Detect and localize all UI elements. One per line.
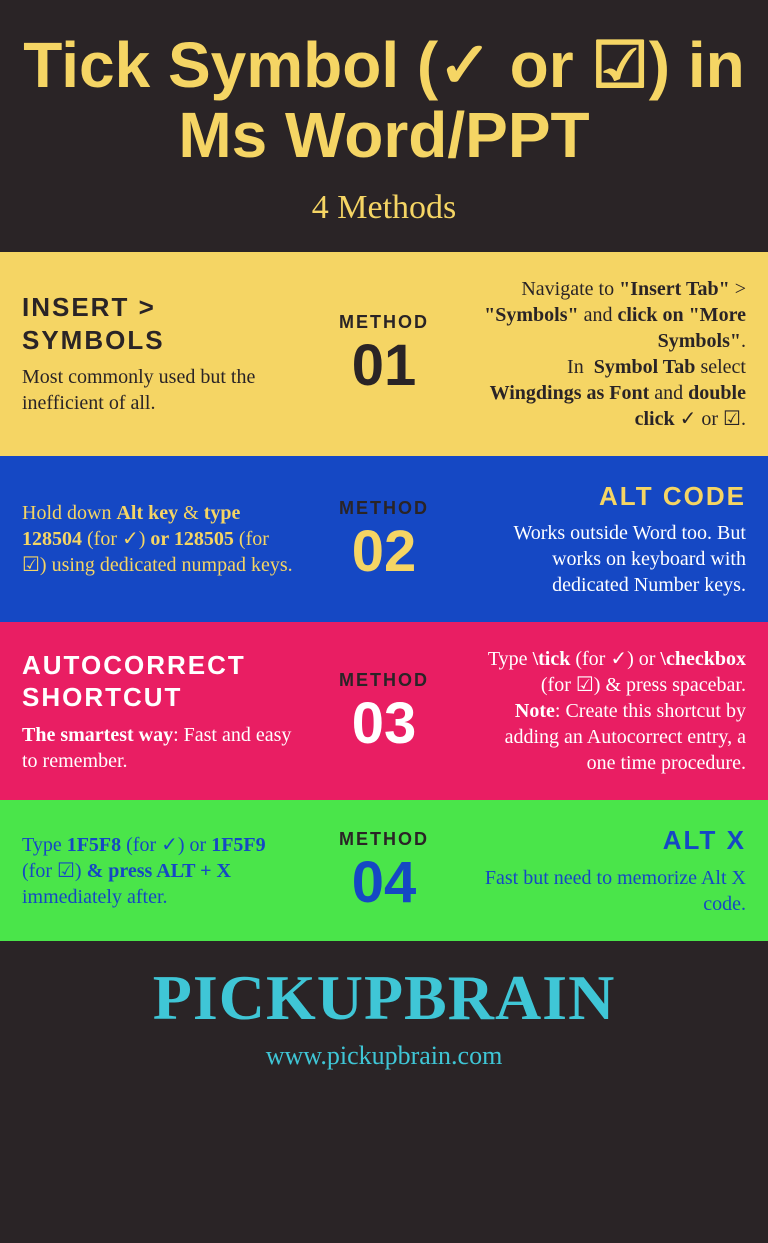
footer: PICKUPBRAIN www.pickupbrain.com	[0, 941, 768, 1106]
method-2-left-text: Hold down Alt key & type 128504 (for ✓) …	[22, 500, 297, 578]
method-4-left-text: Type 1F5F8 (for ✓) or 1F5F9 (for ☑) & pr…	[22, 832, 297, 910]
brand-url: www.pickupbrain.com	[10, 1041, 758, 1071]
method-2-number: 02	[297, 523, 471, 581]
method-1-number: 01	[297, 337, 471, 395]
method-1: INSERT > SYMBOLS Most commonly used but …	[0, 252, 768, 456]
method-4-right-text: Fast but need to memorize Alt X code.	[471, 865, 746, 917]
method-4-number: 04	[297, 854, 471, 912]
method-4-label: METHOD	[297, 829, 471, 850]
method-1-heading: INSERT > SYMBOLS	[22, 291, 297, 356]
method-2-heading: ALT CODE	[471, 480, 746, 513]
method-1-left-text: Most commonly used but the inefficient o…	[22, 364, 297, 416]
method-2: Hold down Alt key & type 128504 (for ✓) …	[0, 456, 768, 623]
method-3-label: METHOD	[297, 670, 471, 691]
method-4-heading: ALT X	[471, 824, 746, 857]
brand-name: PICKUPBRAIN	[10, 961, 758, 1035]
method-1-label: METHOD	[297, 312, 471, 333]
method-2-right-text: Works outside Word too. But works on key…	[471, 520, 746, 598]
method-3-left-text: The smartest way: Fast and easy to remem…	[22, 722, 297, 774]
method-3: AUTOCORRECT SHORTCUT The smartest way: F…	[0, 622, 768, 800]
method-3-right-text: Type \tick (for ✓) or \checkbox (for ☑) …	[471, 646, 746, 776]
method-1-right-text: Navigate to "Insert Tab" > "Symbols" and…	[471, 276, 746, 432]
method-3-heading: AUTOCORRECT SHORTCUT	[22, 649, 297, 714]
method-3-number: 03	[297, 695, 471, 753]
method-2-label: METHOD	[297, 498, 471, 519]
method-4: Type 1F5F8 (for ✓) or 1F5F9 (for ☑) & pr…	[0, 800, 768, 941]
page-subtitle: 4 Methods	[20, 189, 748, 227]
header: Tick Symbol (✓ or ☑) in Ms Word/PPT 4 Me…	[0, 0, 768, 252]
page-title: Tick Symbol (✓ or ☑) in Ms Word/PPT	[20, 30, 748, 171]
